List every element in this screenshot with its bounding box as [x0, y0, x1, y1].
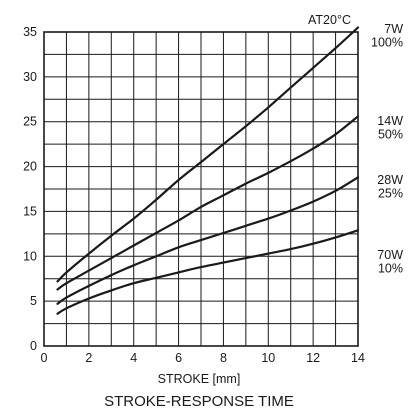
y-tick-label: 0: [30, 339, 37, 353]
series-label: 14W: [377, 114, 403, 128]
y-tick-label: 25: [23, 115, 37, 129]
series-line: [56, 229, 360, 315]
series-label: 10%: [378, 262, 403, 276]
x-axis-label: STROKE [mm]: [158, 372, 241, 386]
series-label: 7W: [384, 22, 403, 36]
series-label: 50%: [378, 128, 403, 142]
series-line: [56, 115, 360, 291]
chart-title: STROKE-RESPONSE TIME: [104, 393, 294, 410]
y-tick-labels: 0 5 10 15 20 25 30 35: [23, 25, 37, 353]
y-tick-label: 30: [23, 70, 37, 84]
x-tick-labels: 0 2 4 6 8 10 12 14: [41, 351, 365, 365]
y-tick-label: 10: [23, 249, 37, 263]
temperature-annotation: AT20°C: [308, 13, 351, 27]
series-label: 100%: [371, 36, 403, 50]
plot-frame: [43, 31, 359, 347]
series-label: 70W: [377, 248, 403, 262]
series-line: [56, 176, 360, 305]
y-tick-label: 15: [23, 204, 37, 218]
x-tick-label: 6: [175, 351, 182, 365]
x-tick-label: 10: [261, 351, 275, 365]
series-line: [56, 26, 360, 283]
x-tick-label: 14: [351, 351, 365, 365]
x-tick-label: 2: [85, 351, 92, 365]
x-tick-label: 12: [306, 351, 320, 365]
series-label: 28W: [377, 173, 403, 187]
grid: [44, 32, 358, 346]
x-tick-label: 0: [41, 351, 48, 365]
series-label: 25%: [378, 187, 403, 201]
y-tick-label: 20: [23, 160, 37, 174]
y-tick-label: 35: [23, 25, 37, 39]
curves: [56, 26, 360, 315]
y-tick-label: 5: [30, 294, 37, 308]
x-tick-label: 4: [130, 351, 137, 365]
x-tick-label: 8: [220, 351, 227, 365]
